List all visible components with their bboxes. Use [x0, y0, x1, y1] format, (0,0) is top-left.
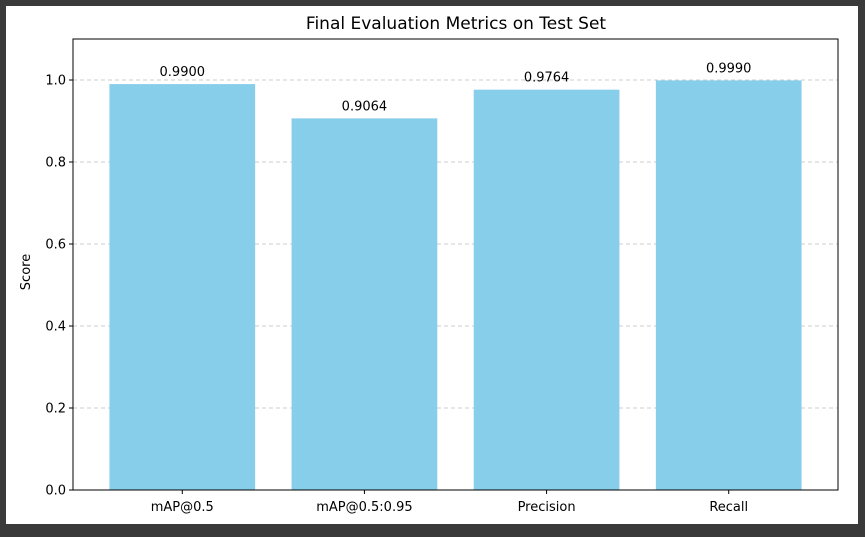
bar: [109, 84, 256, 490]
chart-title: Final Evaluation Metrics on Test Set: [306, 14, 607, 34]
value-labels: 0.9900 0.9064 0.9764 0.9990: [160, 61, 752, 114]
x-axis-ticks: mAP@0.5 mAP@0.5:0.95 Precision Recall: [151, 490, 748, 515]
bar: [291, 118, 438, 490]
plot-area-border: [72, 38, 839, 491]
x-tick-label: mAP@0.5: [151, 500, 214, 515]
bar-value-label: 0.9764: [524, 71, 570, 86]
bar: [473, 89, 620, 491]
y-tick-label: 0.6: [45, 238, 66, 253]
bar-value-label: 0.9900: [160, 65, 206, 80]
y-tick-label: 0.2: [45, 402, 66, 417]
y-axis-label: Score: [19, 254, 34, 290]
x-tick-label: mAP@0.5:0.95: [316, 500, 412, 515]
bar-value-label: 0.9064: [342, 99, 388, 114]
y-tick-label: 0.0: [45, 484, 66, 499]
y-tick-label: 1.0: [45, 74, 66, 89]
x-tick-label: Recall: [709, 500, 748, 515]
bar: [655, 80, 802, 490]
bar-chart: Final Evaluation Metrics on Test Set Sco…: [19, 14, 839, 515]
bar-value-label: 0.9990: [706, 61, 752, 76]
x-tick-label: Precision: [518, 500, 576, 515]
bars: [109, 80, 802, 491]
y-tick-label: 0.8: [45, 156, 66, 171]
chart-frame: Final Evaluation Metrics on Test Set Sco…: [6, 6, 858, 524]
y-axis-ticks: 0.0 0.2 0.4 0.6 0.8 1.0: [45, 74, 73, 499]
y-tick-label: 0.4: [45, 320, 66, 335]
